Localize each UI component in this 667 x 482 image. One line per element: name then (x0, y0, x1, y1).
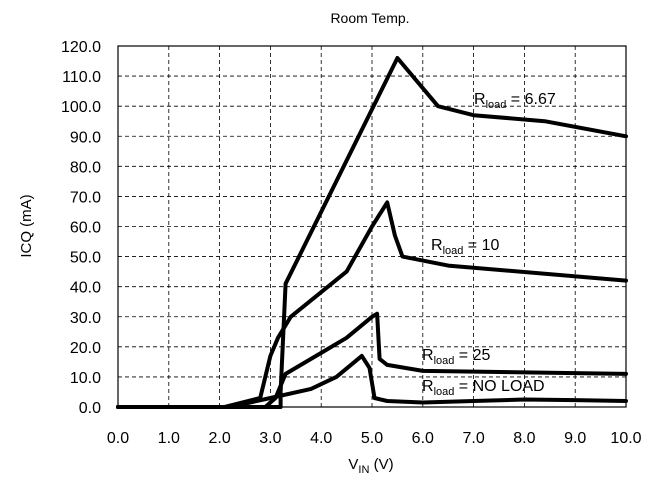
y-tick-label: 10.0 (70, 370, 101, 387)
x-tick-labels: 0.0 1.0 2.0 3.0 4.0 5.0 6.0 7.0 8.0 9.0 10.0 (107, 430, 642, 447)
y-tick-label: 120.0 (61, 39, 101, 56)
x-tick-label: 1.0 (158, 430, 180, 447)
y-tick-label: 110.0 (62, 69, 101, 86)
y-tick-label: 100.0 (61, 99, 101, 116)
series-label-3: Rload = 25 (422, 347, 490, 367)
y-tick-label: 80.0 (70, 159, 101, 176)
x-tick-label: 9.0 (564, 430, 586, 447)
y-tick-label: 50.0 (70, 250, 101, 267)
y-tick-label: 20.0 (70, 340, 101, 357)
x-tick-label: 8.0 (513, 430, 535, 447)
x-tick-label: 5.0 (361, 430, 383, 447)
x-tick-label: 10.0 (610, 430, 641, 447)
series-label-4: Rload = NO LOAD (422, 378, 545, 398)
series-line-3 (116, 311, 628, 409)
series-label-2: Rload = 10 (431, 237, 499, 257)
y-tick-label: 60.0 (70, 220, 101, 237)
series-label-1: Rload = 6.67 (474, 91, 556, 111)
series-line-1 (116, 56, 628, 409)
x-tick-label: 7.0 (462, 430, 484, 447)
x-tick-label: 3.0 (259, 430, 281, 447)
series-labels: Rload = 6.67 Rload = 10 Rload = 25 Rload = … (422, 91, 556, 398)
y-tick-label: 90.0 (70, 129, 101, 146)
y-tick-label: 40.0 (70, 280, 101, 297)
chart-title: Room Temp. (330, 10, 409, 26)
x-axis-label: VIN (V) (348, 456, 393, 476)
y-tick-label: 0.0 (79, 400, 101, 417)
series-line-4 (116, 353, 628, 409)
x-tick-label: 6.0 (412, 430, 434, 447)
x-tick-label: 4.0 (310, 430, 332, 447)
x-tick-label: 0.0 (107, 430, 129, 447)
x-tick-label: 2.0 (208, 430, 230, 447)
series-line-2 (116, 200, 628, 409)
y-tick-label: 30.0 (70, 310, 101, 327)
y-tick-labels: 0.0 10.0 20.0 30.0 40.0 50.0 60.0 70.0 80.0 90.0 1… (61, 39, 101, 417)
series-layer (116, 56, 628, 409)
y-axis-label: ICQ (mA) (18, 194, 35, 257)
y-tick-label: 70.0 (70, 189, 101, 206)
plot-frame (117, 45, 627, 408)
